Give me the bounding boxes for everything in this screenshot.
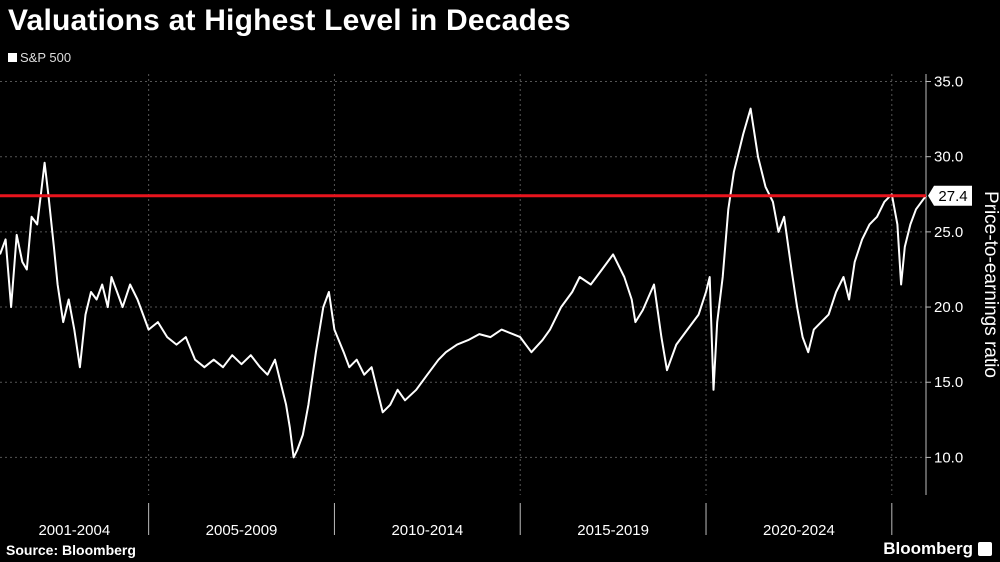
y-tick-label: 35.0: [934, 74, 963, 91]
brand-logo: Bloomberg: [883, 539, 992, 559]
y-tick-label: 25.0: [934, 224, 963, 241]
x-period-label: 2010-2014: [391, 522, 463, 539]
y-tick-label: 10.0: [934, 449, 963, 466]
source-note: Source: Bloomberg: [6, 542, 136, 558]
series-line-sp500: [0, 107, 927, 459]
y-tick-label: 30.0: [934, 149, 963, 166]
y-axis-title: Price-to-earnings ratio: [980, 191, 1000, 378]
brand-name: Bloomberg: [883, 539, 973, 558]
x-period-label: 2001-2004: [38, 522, 110, 539]
legend: S&P 500: [8, 50, 71, 65]
y-tick-label: 20.0: [934, 299, 963, 316]
x-period-label: 2005-2009: [206, 522, 278, 539]
legend-swatch: [8, 53, 17, 62]
y-tick-label: 15.0: [934, 374, 963, 391]
reference-value-box: [928, 185, 972, 206]
chart-title: Valuations at Highest Level in Decades: [8, 4, 571, 37]
x-period-label: 2020-2024: [763, 522, 835, 539]
x-period-label: 2015-2019: [577, 522, 649, 539]
legend-label: S&P 500: [20, 50, 72, 65]
reference-value-label: 27.4: [938, 188, 967, 205]
bloomberg-icon: [978, 542, 992, 556]
